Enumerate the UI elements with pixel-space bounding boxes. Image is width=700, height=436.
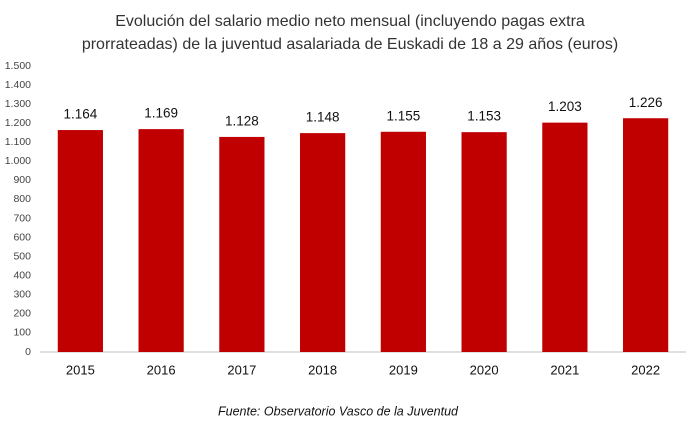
x-tick-label: 2022 <box>631 362 660 377</box>
bar <box>461 132 507 352</box>
x-tick-label: 2020 <box>470 362 499 377</box>
y-tick-label: 1.400 <box>5 79 31 91</box>
y-tick-label: 1.200 <box>5 117 31 129</box>
bar <box>380 131 426 352</box>
chart-title: Evolución del salario medio neto mensual… <box>115 13 585 30</box>
bar <box>57 130 103 352</box>
y-tick-label: 1.500 <box>5 60 31 72</box>
y-tick-label: 100 <box>13 327 31 339</box>
x-tick-label: 2019 <box>389 362 418 377</box>
value-label: 1.153 <box>467 109 501 124</box>
y-tick-label: 800 <box>13 193 31 205</box>
bar <box>300 133 346 352</box>
y-tick-label: 1.300 <box>5 98 31 110</box>
y-tick-label: 200 <box>13 308 31 320</box>
bar <box>542 122 588 353</box>
y-tick-label: 300 <box>13 289 31 301</box>
x-tick-label: 2021 <box>550 362 579 377</box>
y-tick-label: 400 <box>13 270 31 282</box>
bar <box>138 129 184 352</box>
value-label: 1.148 <box>306 110 340 125</box>
value-label: 1.128 <box>225 113 259 128</box>
x-tick-label: 2016 <box>147 362 176 377</box>
y-tick-label: 1.100 <box>5 136 31 148</box>
y-tick-label: 1.000 <box>5 155 31 167</box>
source-note: Fuente: Observatorio Vasco de la Juventu… <box>218 404 459 418</box>
y-tick-label: 500 <box>13 250 31 262</box>
y-tick-label: 0 <box>25 346 31 358</box>
x-tick-label: 2018 <box>308 362 337 377</box>
value-label: 1.203 <box>548 99 582 114</box>
x-tick-label: 2017 <box>227 362 256 377</box>
value-label: 1.164 <box>63 107 97 122</box>
y-tick-label: 600 <box>13 231 31 243</box>
y-tick-label: 900 <box>13 174 31 186</box>
value-label: 1.155 <box>386 108 420 123</box>
y-tick-label: 700 <box>13 212 31 224</box>
value-label: 1.169 <box>144 106 178 121</box>
bar <box>219 136 265 352</box>
value-label: 1.226 <box>629 95 663 110</box>
bar <box>623 118 669 352</box>
x-tick-label: 2015 <box>66 362 95 377</box>
chart-title: prorrateadas) de la juventud asalariada … <box>82 36 618 53</box>
